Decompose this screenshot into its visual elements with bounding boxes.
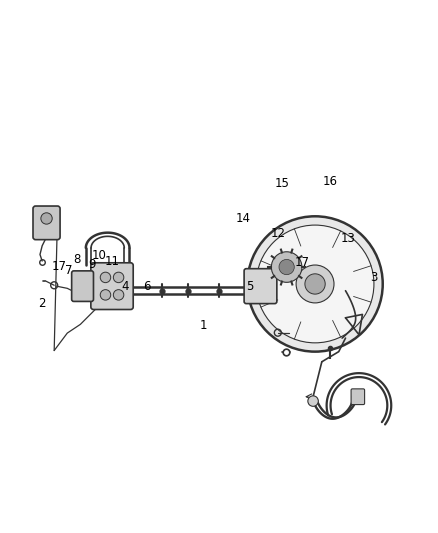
Circle shape [113,272,124,282]
Text: 8: 8 [74,254,81,266]
Text: 5: 5 [246,280,253,293]
FancyBboxPatch shape [33,206,60,240]
Text: 15: 15 [275,177,290,190]
Text: 17: 17 [294,256,310,269]
Circle shape [100,272,111,282]
Text: 7: 7 [65,264,72,277]
Text: 1: 1 [200,319,208,332]
Circle shape [256,225,374,343]
Circle shape [113,289,124,300]
FancyBboxPatch shape [351,389,364,405]
Text: 10: 10 [92,249,106,262]
Text: 12: 12 [270,227,286,240]
Circle shape [305,274,325,294]
Text: 16: 16 [323,175,338,188]
Circle shape [296,265,334,303]
Circle shape [272,252,302,282]
Text: 17: 17 [52,260,67,273]
Text: 14: 14 [236,212,251,225]
Text: 6: 6 [143,280,151,293]
FancyBboxPatch shape [244,269,277,304]
Text: 3: 3 [370,271,378,284]
Text: 13: 13 [340,232,355,245]
Circle shape [41,213,52,224]
FancyBboxPatch shape [72,271,93,302]
Text: 4: 4 [121,280,129,293]
Circle shape [247,216,383,352]
Circle shape [279,260,294,274]
Text: 9: 9 [88,258,96,271]
Text: 11: 11 [105,255,120,268]
Circle shape [308,396,318,406]
FancyBboxPatch shape [91,263,133,310]
Circle shape [100,289,111,300]
Text: 2: 2 [39,297,46,310]
